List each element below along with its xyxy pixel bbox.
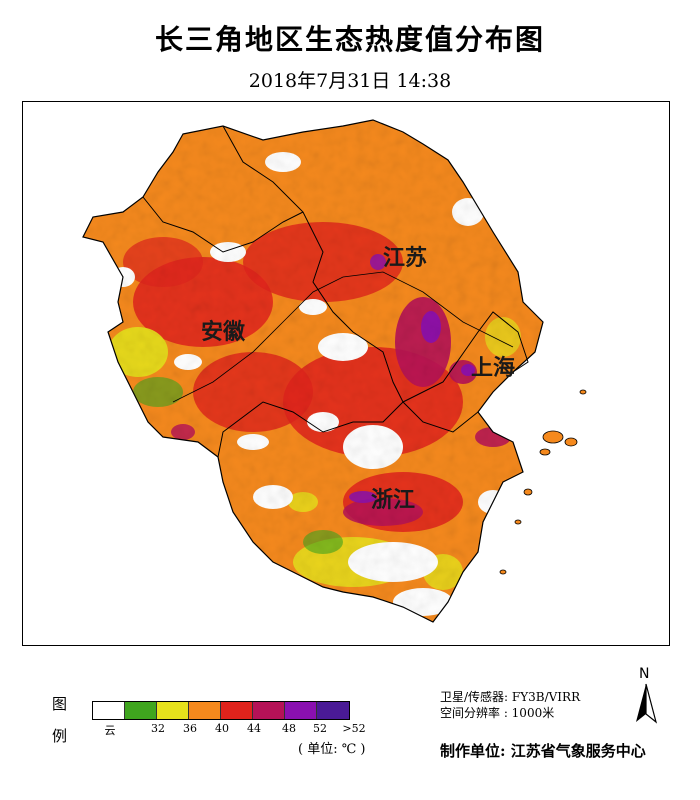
legend-caption-top: 图 (52, 695, 68, 713)
north-label: N (639, 666, 650, 682)
satellite-info: 卫星/传感器: FY3B/VIRR (440, 690, 581, 704)
legend-label-36: 36 (183, 722, 197, 735)
legend-label-gt52: >52 (342, 722, 366, 735)
region-label-shanghai: 上海 (471, 355, 516, 381)
legend-swatch-36 (157, 702, 189, 719)
legend-swatch-cloud (93, 702, 125, 719)
legend-swatch-40 (189, 702, 221, 719)
legend-label-52: 52 (313, 722, 327, 735)
legend-label-32: 32 (151, 722, 165, 735)
province-borders (142, 125, 529, 458)
map-title: 长三角地区生态热度值分布图 (154, 23, 545, 56)
legend-swatch-44 (221, 702, 253, 719)
producer-credit: 制作单位: 江苏省气象服务中心 (440, 742, 646, 760)
heat-map-svg (82, 119, 587, 623)
legend-label-44: 44 (247, 722, 261, 735)
region-label-zhejiang: 浙江 (371, 487, 416, 513)
north-arrow-icon (636, 683, 658, 724)
legend-label-48: 48 (282, 722, 296, 735)
legend-unit: ( 单位: ℃ ) (298, 742, 366, 757)
map-timestamp: 2018年7月31日 14:38 (248, 70, 452, 92)
region-label-jiangsu: 江苏 (383, 245, 428, 271)
legend-color-bar (92, 701, 350, 720)
legend-caption-bottom: 例 (52, 727, 68, 745)
legend-swatch-gt52 (317, 702, 349, 719)
legend-swatch-52 (285, 702, 317, 719)
legend-label-cloud: 云 (104, 724, 116, 737)
legend-swatch-32 (125, 702, 157, 719)
region-label-anhui: 安徽 (201, 319, 246, 345)
yangtze-river (172, 271, 514, 403)
coastal-islands (499, 389, 587, 575)
legend-label-40: 40 (215, 722, 229, 735)
legend-swatch-48 (253, 702, 285, 719)
map-frame: 江苏 安徽 上海 浙江 (22, 101, 670, 646)
resolution-info: 空间分辨率 : 1000米 (440, 706, 555, 720)
heat-field (83, 120, 543, 622)
